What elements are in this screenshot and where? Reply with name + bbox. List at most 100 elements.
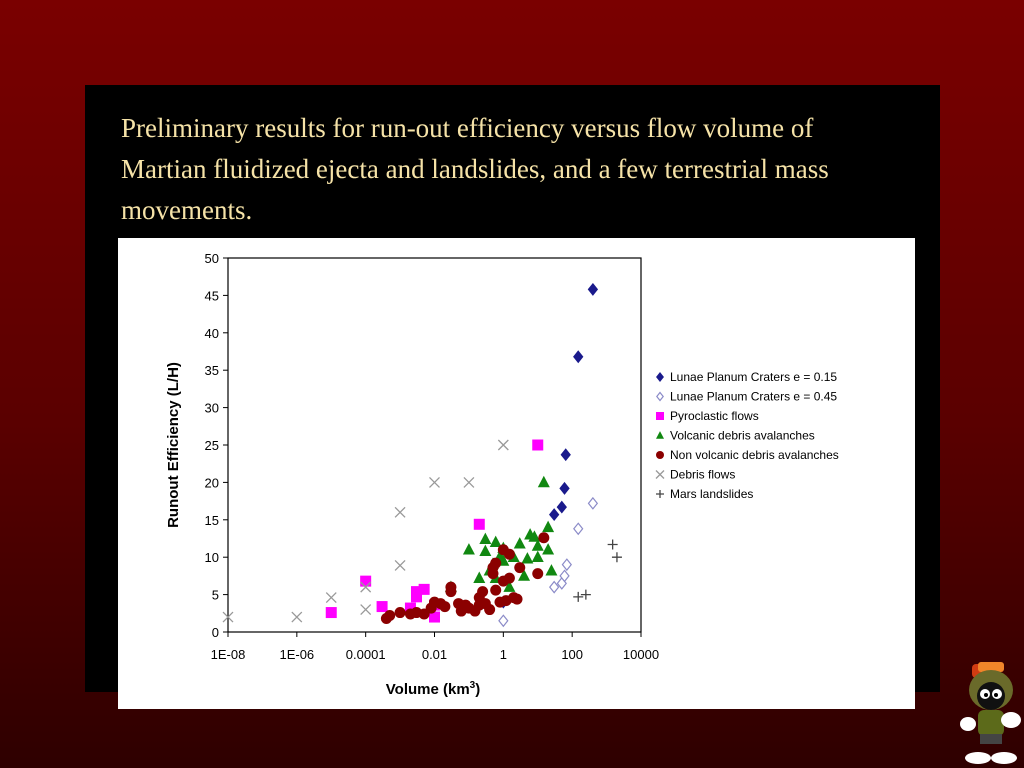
data-point bbox=[360, 604, 372, 616]
data-point bbox=[404, 602, 416, 614]
data-point bbox=[479, 532, 492, 545]
y-tick-label: 10 bbox=[205, 550, 219, 565]
legend-marker bbox=[656, 372, 664, 382]
data-point bbox=[503, 580, 516, 592]
data-point bbox=[376, 601, 388, 613]
series-group bbox=[573, 539, 622, 602]
data-point bbox=[542, 520, 555, 533]
legend-marker bbox=[656, 391, 664, 402]
data-point bbox=[531, 550, 544, 562]
legend-label: Non volcanic debris avalanches bbox=[670, 448, 839, 462]
data-point bbox=[607, 539, 618, 550]
data-point bbox=[463, 476, 475, 488]
legend-label: Lunae Planum Craters e = 0.15 bbox=[670, 370, 837, 384]
data-point bbox=[384, 610, 396, 622]
data-point bbox=[514, 562, 526, 574]
y-tick-label: 0 bbox=[212, 625, 219, 640]
legend-marker bbox=[656, 431, 664, 439]
data-point bbox=[489, 535, 502, 548]
data-point bbox=[542, 543, 555, 555]
series-group bbox=[380, 532, 550, 625]
data-point bbox=[222, 611, 234, 623]
series-group bbox=[222, 439, 509, 623]
x-tick-label: 1E-06 bbox=[279, 647, 314, 662]
data-point bbox=[445, 581, 457, 593]
data-point bbox=[484, 604, 496, 616]
data-point bbox=[560, 448, 571, 462]
data-point bbox=[360, 581, 372, 593]
data-point bbox=[411, 586, 423, 598]
chart-legend: Lunae Planum Craters e = 0.15 Lunae Planu… bbox=[655, 370, 839, 501]
y-tick-label: 5 bbox=[212, 588, 219, 603]
data-point bbox=[556, 500, 567, 514]
data-point bbox=[490, 584, 502, 596]
data-point bbox=[573, 350, 584, 364]
y-tick-label: 15 bbox=[205, 513, 219, 528]
data-point bbox=[561, 558, 573, 572]
y-tick-label: 50 bbox=[205, 251, 219, 266]
data-point bbox=[497, 439, 509, 451]
y-tick-label: 40 bbox=[205, 326, 219, 341]
x-axis-title: Volume (km3) bbox=[386, 680, 480, 698]
data-point bbox=[490, 557, 502, 569]
data-point bbox=[394, 506, 406, 518]
x-tick-label: 0.0001 bbox=[346, 647, 386, 662]
data-point bbox=[513, 537, 526, 549]
axis-ticks: 0 5 10 15 20 25 30 35 40 45 50 1E-08 1E-06 0.0001 0.01… bbox=[205, 251, 660, 662]
data-point bbox=[503, 572, 515, 584]
legend-label: Volcanic debris avalanches bbox=[670, 429, 815, 443]
data-point bbox=[429, 476, 440, 488]
data-point bbox=[538, 532, 550, 544]
data-point bbox=[531, 539, 544, 551]
data-point bbox=[587, 496, 599, 510]
data-point bbox=[537, 475, 550, 488]
x-tick-label: 0.01 bbox=[422, 647, 447, 662]
data-point bbox=[611, 552, 622, 563]
data-point bbox=[528, 530, 541, 542]
data-point bbox=[473, 592, 485, 604]
y-axis-title: Runout Efficiency (L/H) bbox=[165, 362, 182, 528]
data-point bbox=[573, 522, 584, 536]
data-point bbox=[498, 614, 509, 628]
data-point bbox=[503, 548, 515, 560]
legend-marker bbox=[656, 451, 664, 459]
data-point bbox=[473, 571, 486, 583]
data-point bbox=[429, 611, 440, 623]
data-point bbox=[360, 575, 372, 587]
data-point bbox=[587, 282, 599, 296]
legend-label: Mars landslides bbox=[670, 487, 753, 501]
y-tick-label: 30 bbox=[205, 401, 219, 416]
data-point bbox=[439, 601, 451, 613]
legend-marker bbox=[655, 470, 665, 479]
legend-marker bbox=[656, 412, 664, 420]
data-point bbox=[473, 518, 485, 530]
x-tick-label: 100 bbox=[561, 647, 583, 662]
x-tick-label: 1 bbox=[500, 647, 507, 662]
x-tick-label: 10000 bbox=[623, 647, 659, 662]
data-point bbox=[325, 607, 337, 619]
data-point bbox=[325, 592, 337, 604]
data-point bbox=[462, 543, 475, 555]
data-point bbox=[521, 552, 534, 564]
data-point bbox=[559, 481, 570, 495]
series-group bbox=[498, 496, 599, 628]
legend-label: Lunae Planum Craters e = 0.45 bbox=[670, 390, 837, 404]
data-point bbox=[573, 591, 584, 602]
chart-figure: 0 5 10 15 20 25 30 35 40 45 50 1E-08 1E-06 0.0001 0.01… bbox=[118, 238, 915, 709]
data-point bbox=[549, 580, 560, 594]
data-point bbox=[580, 589, 591, 600]
data-point bbox=[394, 607, 406, 619]
legend-marker bbox=[656, 490, 664, 498]
y-tick-label: 35 bbox=[205, 363, 219, 378]
data-point bbox=[532, 439, 544, 451]
data-point bbox=[545, 564, 558, 576]
slide-title: Preliminary results for run-out efficien… bbox=[121, 113, 829, 225]
data-point bbox=[479, 544, 492, 557]
data-point bbox=[559, 569, 570, 583]
legend-label: Pyroclastic flows bbox=[670, 409, 759, 423]
scatter-chart: 0 5 10 15 20 25 30 35 40 45 50 1E-08 1E-06 0.0001 0.01… bbox=[165, 251, 839, 698]
data-point bbox=[549, 508, 560, 522]
legend-label: Debris flows bbox=[670, 468, 735, 482]
plot-area-frame bbox=[227, 257, 642, 633]
y-tick-label: 45 bbox=[205, 288, 219, 303]
